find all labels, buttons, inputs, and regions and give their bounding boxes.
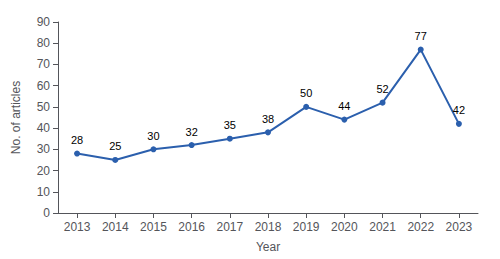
svg-text:38: 38 bbox=[262, 113, 274, 125]
svg-text:2020: 2020 bbox=[331, 220, 358, 234]
svg-text:32: 32 bbox=[186, 126, 198, 138]
svg-text:10: 10 bbox=[37, 185, 51, 199]
svg-text:50: 50 bbox=[300, 87, 312, 99]
svg-text:25: 25 bbox=[109, 140, 121, 152]
svg-text:0: 0 bbox=[43, 206, 50, 220]
svg-text:28: 28 bbox=[71, 134, 83, 146]
svg-text:2018: 2018 bbox=[255, 220, 282, 234]
svg-text:2017: 2017 bbox=[216, 220, 243, 234]
svg-text:30: 30 bbox=[147, 130, 159, 142]
svg-text:52: 52 bbox=[376, 83, 388, 95]
svg-text:2015: 2015 bbox=[140, 220, 167, 234]
svg-text:2014: 2014 bbox=[102, 220, 129, 234]
svg-text:2016: 2016 bbox=[178, 220, 205, 234]
svg-text:Year: Year bbox=[256, 240, 280, 254]
svg-text:60: 60 bbox=[37, 79, 51, 93]
svg-text:50: 50 bbox=[37, 100, 51, 114]
svg-text:40: 40 bbox=[37, 121, 51, 135]
svg-text:80: 80 bbox=[37, 36, 51, 50]
svg-text:2022: 2022 bbox=[407, 220, 434, 234]
svg-text:42: 42 bbox=[453, 104, 465, 116]
svg-text:90: 90 bbox=[37, 15, 51, 29]
svg-text:20: 20 bbox=[37, 164, 51, 178]
svg-text:2023: 2023 bbox=[446, 220, 473, 234]
svg-text:30: 30 bbox=[37, 142, 51, 156]
svg-text:70: 70 bbox=[37, 57, 51, 71]
svg-text:77: 77 bbox=[415, 30, 427, 42]
svg-text:2013: 2013 bbox=[64, 220, 91, 234]
svg-text:44: 44 bbox=[338, 100, 350, 112]
svg-text:2021: 2021 bbox=[369, 220, 396, 234]
svg-text:2019: 2019 bbox=[293, 220, 320, 234]
svg-text:No. of articles: No. of articles bbox=[9, 81, 23, 154]
svg-text:35: 35 bbox=[224, 119, 236, 131]
